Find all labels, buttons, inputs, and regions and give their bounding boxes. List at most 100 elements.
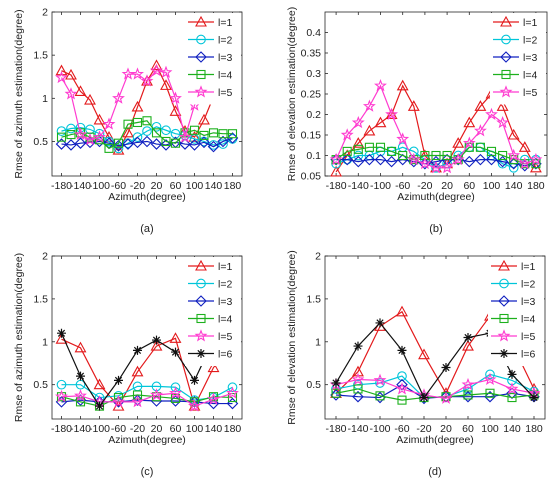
- x-tick-label: 100: [481, 423, 499, 435]
- x-axis-label: Azimuth(degree): [397, 191, 475, 203]
- legend-marker: [195, 15, 207, 27]
- data-point: [473, 124, 487, 137]
- data-point: [485, 153, 498, 166]
- y-tick-label: 0.5: [33, 136, 48, 148]
- legend-label: l=3: [218, 296, 232, 308]
- data-point: [142, 126, 152, 136]
- series-line: [61, 392, 233, 407]
- data-point: [131, 67, 144, 80]
- data-point: [486, 146, 497, 156]
- x-tick-label: -140: [70, 180, 91, 192]
- subplot-2: -180-140-100 -60 -20 20 60 100 140 180 0.5 1 1.5 2 A…: [13, 251, 243, 478]
- y-tick-label: 1: [315, 336, 321, 348]
- legend-marker: [497, 329, 511, 342]
- legend-marker: [500, 15, 512, 27]
- data-point: [507, 393, 517, 403]
- x-tick-label: -100: [369, 423, 390, 435]
- data-point: [418, 392, 430, 405]
- data-point: [74, 137, 87, 149]
- data-point: [56, 126, 67, 136]
- x-tick-label: -60: [111, 423, 126, 435]
- data-point: [122, 126, 134, 138]
- data-point: [199, 130, 209, 140]
- data-point: [169, 386, 182, 399]
- x-tick-label: 180: [224, 423, 242, 435]
- data-point: [93, 378, 106, 390]
- legend-marker: [498, 295, 510, 307]
- data-point: [462, 339, 474, 351]
- series-l=5: [329, 79, 543, 174]
- data-point: [329, 152, 343, 166]
- data-point: [140, 74, 154, 87]
- x-tick-label: -100: [370, 180, 391, 192]
- data-point: [518, 141, 531, 152]
- data-point: [93, 135, 106, 148]
- x-axis-label: Azimuth(degree): [108, 434, 186, 446]
- data-point: [227, 382, 238, 393]
- legend-marker: [499, 313, 509, 324]
- x-tick-label: 60: [462, 423, 474, 435]
- x-tick-label: 140: [505, 180, 523, 192]
- data-point: [353, 144, 363, 154]
- x-tick-label: -100: [89, 423, 110, 435]
- y-axis-label: Rmse of elevation estimation(degree): [286, 7, 298, 182]
- data-point: [407, 100, 420, 111]
- data-point: [330, 165, 343, 177]
- data-point: [208, 128, 219, 138]
- data-point: [113, 143, 124, 154]
- legend-marker: [196, 313, 206, 324]
- series-line: [335, 146, 536, 165]
- data-point: [352, 155, 365, 168]
- data-point: [112, 140, 125, 152]
- data-point: [363, 153, 376, 166]
- x-tick-label: 20: [151, 423, 163, 435]
- legend-label: l=1: [218, 261, 232, 273]
- subplot-caption: (a): [140, 223, 153, 235]
- legend-label: l=2: [218, 279, 232, 291]
- data-point: [102, 117, 116, 130]
- data-point: [141, 74, 153, 86]
- data-point: [150, 138, 163, 150]
- data-point: [374, 79, 387, 92]
- y-tick-label: 0.25: [301, 89, 322, 101]
- legend-marker: [501, 69, 511, 80]
- legend-marker: [196, 69, 206, 80]
- x-tick-label: 60: [170, 423, 182, 435]
- series-l=5: [329, 372, 541, 404]
- data-point: [74, 85, 87, 96]
- data-point: [74, 389, 87, 402]
- subplot-caption: (b): [429, 223, 442, 235]
- data-point: [189, 125, 200, 135]
- data-point: [507, 157, 520, 170]
- data-point: [94, 135, 105, 145]
- data-point: [498, 150, 508, 161]
- legend-marker: [194, 85, 208, 98]
- legend-label: l=3: [521, 296, 535, 308]
- data-point: [112, 91, 125, 104]
- data-point: [385, 107, 399, 120]
- y-tick-label: 2: [42, 251, 48, 263]
- data-point: [418, 156, 432, 170]
- data-point: [150, 388, 163, 401]
- legend-label: l=5: [218, 331, 232, 343]
- data-point: [529, 152, 543, 166]
- y-tick-label: 1: [42, 93, 48, 105]
- legend-marker: [196, 349, 206, 358]
- data-point: [505, 382, 519, 395]
- x-tick-label: -60: [111, 180, 126, 192]
- data-point: [150, 63, 163, 77]
- data-point: [141, 135, 153, 148]
- data-point: [451, 152, 465, 166]
- series-line: [335, 84, 537, 169]
- x-tick-label: -60: [394, 423, 409, 435]
- data-point: [461, 377, 475, 391]
- legend-label: l=2: [523, 35, 537, 47]
- x-tick-label: 100: [186, 180, 204, 192]
- data-point: [442, 150, 452, 161]
- data-point: [93, 130, 106, 143]
- data-point: [123, 119, 133, 129]
- data-point: [342, 146, 352, 156]
- data-point: [439, 391, 453, 404]
- data-point: [396, 132, 410, 145]
- legend-box: [488, 257, 544, 366]
